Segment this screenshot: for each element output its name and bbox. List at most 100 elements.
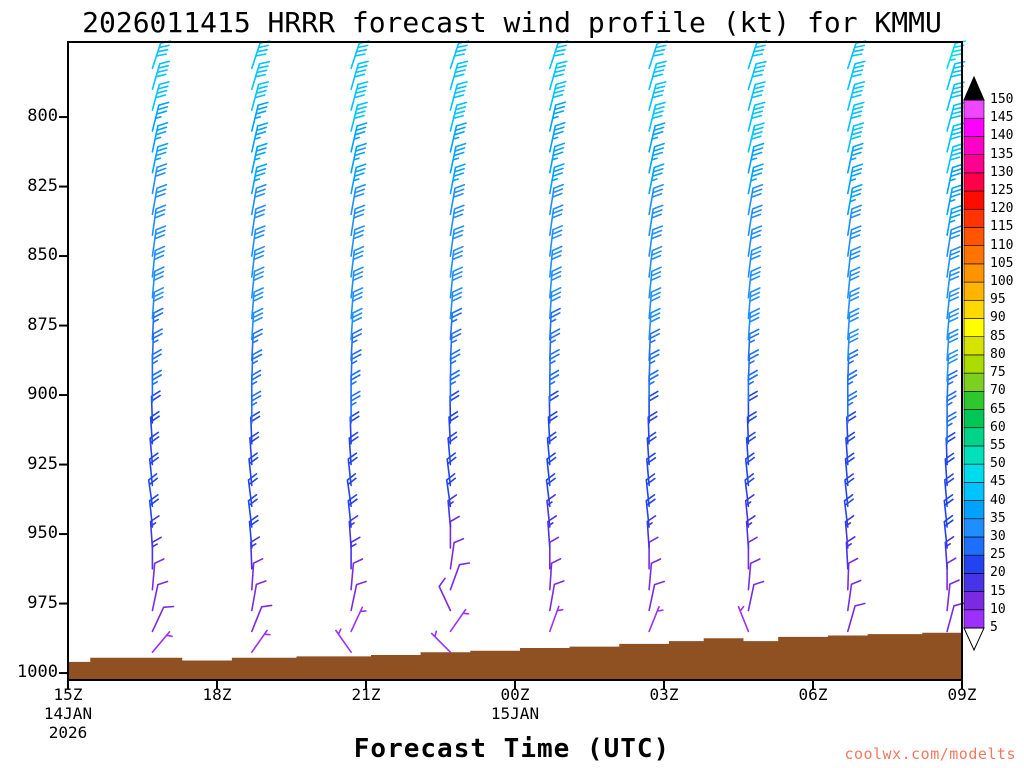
wind-barb bbox=[350, 204, 366, 236]
wind-barb bbox=[847, 307, 860, 341]
wind-barb bbox=[847, 369, 858, 403]
wind-barb bbox=[449, 266, 464, 299]
wind-barb bbox=[449, 349, 461, 382]
terrain-fill bbox=[68, 632, 962, 680]
colorbar-tick-label: 60 bbox=[990, 419, 1006, 435]
wind-barb bbox=[747, 580, 765, 612]
colorbar-cell bbox=[963, 190, 985, 210]
colorbar-tick-label: 135 bbox=[990, 146, 1014, 162]
wind-barb bbox=[747, 349, 759, 382]
colorbar-tick-label: 100 bbox=[990, 274, 1014, 290]
colorbar-tick-label: 80 bbox=[990, 346, 1006, 362]
wind-barb bbox=[946, 390, 957, 424]
date-label: 15JAN bbox=[490, 704, 540, 723]
colorbar-cell bbox=[963, 372, 985, 392]
colorbar-tick-label: 120 bbox=[990, 201, 1014, 217]
wind-barb bbox=[251, 390, 262, 424]
wind-barb bbox=[648, 60, 667, 91]
wind-barb bbox=[251, 558, 264, 591]
wind-barb bbox=[847, 122, 865, 153]
wind-barb bbox=[151, 266, 165, 299]
wind-barb bbox=[350, 266, 364, 299]
wind-barb bbox=[946, 184, 963, 216]
wind-barb bbox=[251, 287, 264, 320]
wind-barb bbox=[251, 142, 268, 174]
colorbar-tick-label: 90 bbox=[990, 310, 1006, 326]
wind-barb bbox=[648, 184, 664, 216]
colorbar-cell bbox=[963, 573, 985, 592]
wind-barb bbox=[648, 163, 665, 195]
wind-barb bbox=[151, 558, 165, 591]
colorbar-tick-label: 40 bbox=[990, 492, 1006, 508]
wind-barb bbox=[747, 60, 767, 91]
wind-barb bbox=[350, 40, 370, 70]
colorbar-cell bbox=[963, 299, 985, 319]
colorbar-cell bbox=[963, 227, 985, 246]
wind-barb bbox=[251, 204, 266, 236]
wind-barb bbox=[847, 390, 858, 424]
wind-barb bbox=[847, 163, 864, 195]
colorbar-tick-label: 25 bbox=[990, 547, 1006, 563]
wind-barb bbox=[251, 349, 263, 382]
colorbar-cell bbox=[963, 336, 985, 356]
wind-barb bbox=[151, 163, 168, 195]
wind-barb bbox=[247, 494, 258, 528]
wind-barb bbox=[744, 473, 755, 508]
wind-barb bbox=[549, 183, 564, 216]
wind-barb bbox=[350, 163, 367, 195]
wind-barb bbox=[350, 142, 367, 174]
wind-barb bbox=[350, 307, 363, 341]
colorbar-cell bbox=[963, 482, 985, 501]
colorbar-tick-label: 15 bbox=[990, 583, 1006, 599]
time-tick-label: 09Z bbox=[947, 685, 977, 704]
pressure-tick-label: 1000 bbox=[17, 662, 58, 683]
wind-barb bbox=[350, 122, 368, 153]
wind-barb bbox=[251, 328, 263, 362]
wind-barb bbox=[549, 163, 565, 195]
plot-border bbox=[67, 41, 963, 681]
wind-barb bbox=[648, 558, 662, 591]
wind-barb bbox=[648, 122, 666, 153]
colorbar-cell bbox=[963, 554, 985, 574]
date-label: 14JAN bbox=[43, 704, 93, 723]
time-tick-label: 00Z bbox=[500, 685, 530, 704]
colorbar-cell bbox=[963, 154, 985, 174]
wind-barb bbox=[648, 245, 663, 278]
wind-barb bbox=[744, 452, 755, 487]
wind-barb bbox=[350, 81, 369, 111]
colorbar-cell bbox=[963, 427, 985, 447]
colorbar-tick-label: 30 bbox=[990, 528, 1006, 544]
wind-barb bbox=[946, 81, 965, 111]
wind-barb bbox=[747, 225, 763, 257]
colorbar-tick-label: 95 bbox=[990, 292, 1006, 308]
wind-barb bbox=[151, 245, 166, 278]
wind-barb bbox=[251, 307, 264, 341]
wind-barb bbox=[250, 536, 261, 570]
time-tick-label: 21Z bbox=[351, 685, 381, 704]
colorbar-tick-label: 55 bbox=[990, 437, 1006, 453]
wind-barb bbox=[847, 579, 862, 612]
wind-barb bbox=[847, 184, 863, 216]
wind-barb bbox=[347, 452, 358, 487]
wind-barb bbox=[251, 629, 271, 653]
wind-barb bbox=[251, 60, 271, 91]
wind-barb bbox=[843, 494, 854, 528]
colorbar-cell bbox=[963, 500, 985, 520]
time-tick-label: 15Z bbox=[53, 685, 83, 704]
wind-barb bbox=[350, 606, 367, 633]
wind-barb bbox=[449, 608, 470, 633]
wind-barb bbox=[847, 328, 859, 362]
wind-barb bbox=[151, 81, 170, 111]
wind-barb bbox=[151, 536, 162, 570]
colorbar-tick-label: 105 bbox=[990, 255, 1014, 271]
wind-barb bbox=[151, 348, 162, 382]
wind-barb bbox=[648, 349, 660, 382]
wind-barb bbox=[648, 287, 662, 320]
wind-barb bbox=[648, 606, 664, 633]
wind-barb bbox=[549, 580, 565, 612]
wind-barb bbox=[251, 580, 267, 612]
wind-barb bbox=[545, 473, 556, 508]
wind-barb bbox=[449, 40, 470, 70]
time-tick-label: 03Z bbox=[649, 685, 679, 704]
wind-barb bbox=[946, 579, 960, 612]
